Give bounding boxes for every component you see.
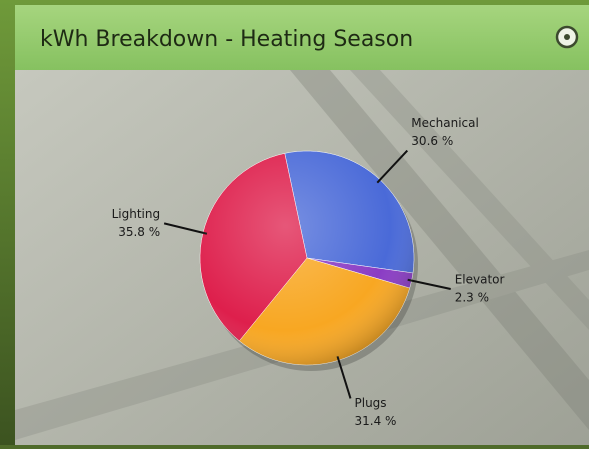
slice-value-label: 35.8 % [118, 225, 160, 239]
settings-button[interactable] [555, 25, 579, 49]
slice-value-label: 2.3 % [455, 291, 489, 305]
slice-label: Mechanical [411, 116, 479, 130]
chart-title: kWh Breakdown - Heating Season [40, 27, 413, 52]
slice-label: Elevator [455, 273, 505, 287]
leader-line [407, 278, 451, 291]
leader-line [163, 222, 208, 235]
slice-value-label: 30.6 % [411, 134, 453, 148]
slice-label: Lighting [112, 207, 161, 221]
slice-label: Plugs [355, 396, 387, 410]
slice-value-label: 31.4 % [355, 414, 397, 428]
panel-header [15, 5, 589, 70]
settings-icon-dot[interactable] [564, 34, 570, 40]
